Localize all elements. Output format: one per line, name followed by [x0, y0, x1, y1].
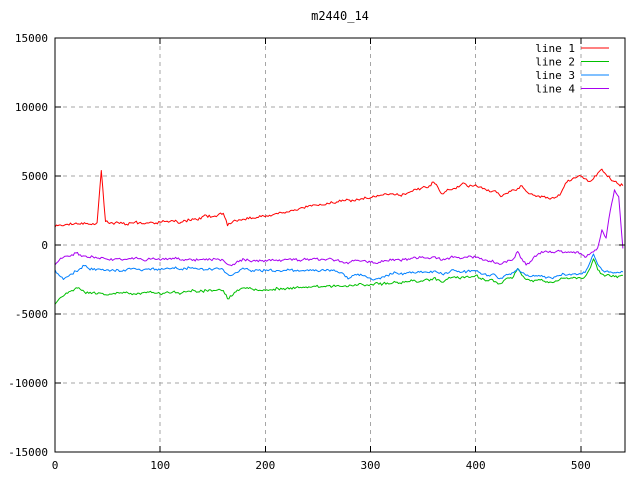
- y-tick-label: 5000: [22, 170, 49, 183]
- legend-entry-1: line 1: [535, 42, 609, 55]
- series-path-line-3: [54, 253, 624, 281]
- legend-label: line 2: [535, 56, 575, 69]
- x-tick-label: 500: [571, 459, 591, 472]
- series-path-line-4: [54, 189, 624, 267]
- y-tick-label: 10000: [15, 101, 48, 114]
- y-tick-label: 0: [41, 239, 48, 252]
- plot-border: [54, 37, 626, 453]
- y-tick-label: 15000: [15, 32, 48, 45]
- series-path-line-2: [54, 258, 623, 305]
- x-tick-label: 400: [466, 459, 486, 472]
- legend-label: line 3: [535, 69, 575, 82]
- grid-layer: [55, 38, 625, 452]
- x-tick-label: 0: [52, 459, 59, 472]
- legend-label: line 4: [535, 83, 575, 96]
- legend-entry-4: line 4: [535, 83, 609, 96]
- legend-entry-2: line 2: [535, 56, 609, 69]
- frame-layer: [54, 37, 626, 453]
- series-path-line-1: [54, 168, 624, 228]
- x-tick-label: 100: [150, 459, 170, 472]
- y-tick-label: -5000: [15, 308, 48, 321]
- x-tick-label: 200: [255, 459, 275, 472]
- series-layer: [54, 168, 624, 305]
- legend-entry-3: line 3: [535, 69, 609, 82]
- y-tick-label: -15000: [8, 446, 48, 459]
- y-tick-label: -10000: [8, 377, 48, 390]
- label-layer: 15000 10000 5000 0 -5000 -10000 -15000 0 100 200 3…: [8, 32, 591, 472]
- legend-label: line 1: [535, 42, 575, 55]
- plot-title: m2440_14: [311, 9, 369, 23]
- x-tick-label: 300: [361, 459, 381, 472]
